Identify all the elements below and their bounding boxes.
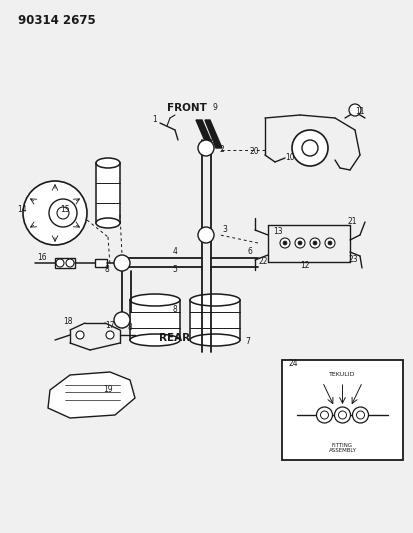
Circle shape	[114, 255, 130, 271]
Circle shape	[66, 259, 74, 267]
Text: 14: 14	[17, 206, 27, 214]
Circle shape	[114, 312, 130, 328]
Circle shape	[23, 181, 87, 245]
Ellipse shape	[190, 294, 240, 306]
Circle shape	[49, 199, 77, 227]
Ellipse shape	[130, 294, 180, 306]
Ellipse shape	[130, 334, 180, 346]
Text: 16: 16	[37, 253, 47, 262]
Circle shape	[310, 238, 320, 248]
Circle shape	[302, 140, 318, 156]
Text: 23: 23	[348, 255, 358, 264]
Circle shape	[339, 411, 347, 419]
Bar	[282, 360, 403, 460]
Circle shape	[283, 241, 287, 245]
Circle shape	[356, 411, 365, 419]
Circle shape	[349, 104, 361, 116]
Circle shape	[57, 207, 69, 219]
Text: 4: 4	[173, 247, 178, 256]
Circle shape	[280, 238, 290, 248]
Text: 2: 2	[220, 146, 224, 155]
Bar	[190, 300, 240, 340]
Ellipse shape	[96, 218, 120, 228]
Circle shape	[328, 241, 332, 245]
Text: REAR: REAR	[159, 333, 190, 343]
Text: 3: 3	[223, 225, 228, 235]
Text: 15: 15	[60, 206, 70, 214]
Text: 12: 12	[300, 261, 310, 270]
Text: 8: 8	[128, 324, 133, 333]
Text: 17: 17	[105, 320, 115, 329]
Text: 11: 11	[355, 108, 365, 117]
Polygon shape	[48, 372, 135, 418]
Bar	[95, 259, 107, 267]
Ellipse shape	[96, 158, 120, 168]
Text: 8: 8	[173, 305, 177, 314]
Circle shape	[292, 130, 328, 166]
Text: TEKULID: TEKULID	[329, 372, 356, 376]
Ellipse shape	[190, 334, 240, 346]
Text: 9: 9	[213, 103, 217, 112]
Text: 19: 19	[103, 385, 113, 394]
Circle shape	[298, 241, 302, 245]
Circle shape	[76, 331, 84, 339]
Text: 20: 20	[249, 148, 259, 157]
Text: 90314 2675: 90314 2675	[18, 14, 96, 27]
Circle shape	[198, 140, 214, 156]
Circle shape	[320, 411, 328, 419]
Bar	[130, 300, 180, 340]
Text: 1: 1	[153, 116, 157, 125]
Bar	[96, 163, 120, 223]
Text: 5: 5	[173, 265, 178, 274]
Circle shape	[56, 259, 64, 267]
Circle shape	[198, 227, 214, 243]
Polygon shape	[196, 120, 214, 148]
Circle shape	[335, 407, 351, 423]
Text: 13: 13	[273, 228, 283, 237]
Circle shape	[353, 407, 368, 423]
Circle shape	[325, 238, 335, 248]
Text: FITTING
ASSEMBLY: FITTING ASSEMBLY	[329, 442, 356, 454]
Text: 22: 22	[258, 257, 268, 266]
Text: 21: 21	[347, 217, 357, 227]
Text: 8: 8	[104, 265, 109, 274]
Circle shape	[106, 331, 114, 339]
Polygon shape	[205, 120, 222, 148]
Text: 7: 7	[246, 337, 250, 346]
Circle shape	[316, 407, 332, 423]
Circle shape	[313, 241, 317, 245]
Text: 18: 18	[63, 318, 73, 327]
Circle shape	[295, 238, 305, 248]
Text: 24: 24	[288, 359, 298, 367]
Text: FRONT: FRONT	[167, 103, 207, 113]
Text: 6: 6	[247, 247, 252, 256]
Text: 10: 10	[285, 154, 295, 163]
Bar	[55, 258, 75, 268]
